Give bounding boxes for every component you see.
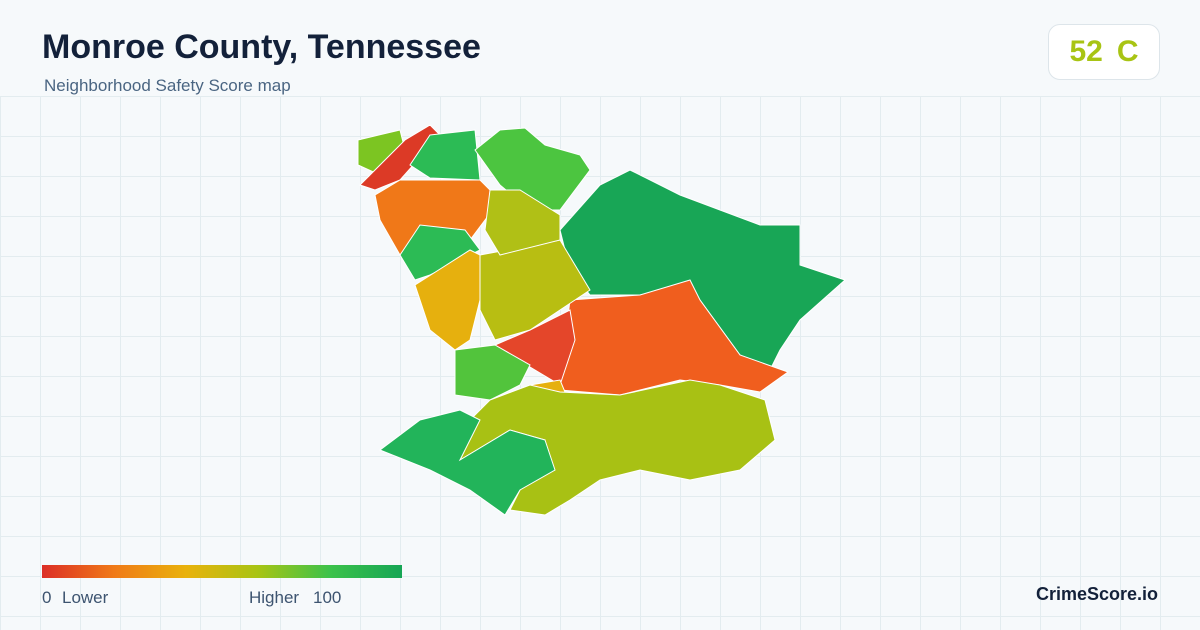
- region: [484, 189, 561, 256]
- legend-max-label: Higher: [249, 588, 300, 607]
- region: [409, 129, 481, 181]
- region: [399, 224, 481, 281]
- grade: C: [1116, 35, 1139, 68]
- subtitle: Neighborhood Safety Score map: [44, 76, 291, 95]
- region: [378, 409, 556, 516]
- title: Monroe County, Tennessee: [42, 28, 481, 66]
- legend-min: 0: [42, 588, 52, 607]
- score-badge: 52 C: [1048, 24, 1160, 80]
- region: [454, 344, 531, 401]
- region: [414, 249, 491, 351]
- legend-max: 100: [313, 588, 342, 607]
- header: [0, 0, 1200, 96]
- legend-min-label: Lower: [62, 588, 109, 607]
- legend-gradient: [42, 565, 402, 578]
- score: 52: [1069, 35, 1103, 68]
- region: [479, 239, 591, 341]
- brand: CrimeScore.io: [1036, 584, 1159, 604]
